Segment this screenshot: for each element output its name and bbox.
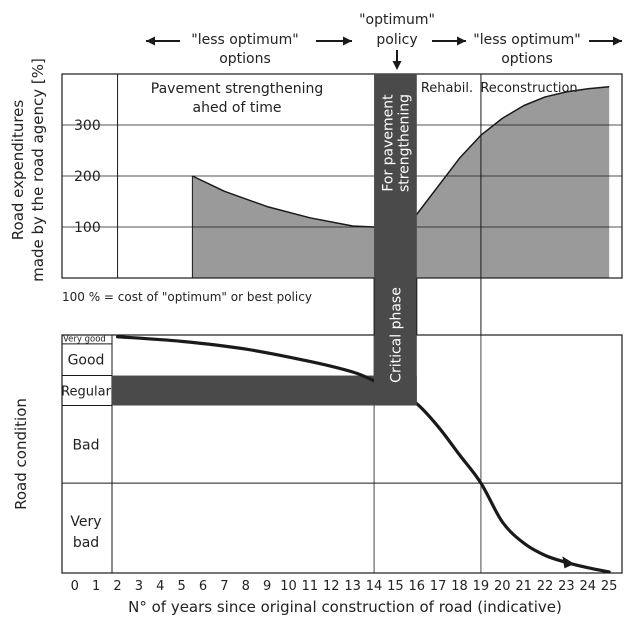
x-tick-label: 23 [558,579,575,594]
x-tick-label: 7 [220,579,228,594]
pavement-strengthening-label-1: For pavement [380,94,396,192]
top-ylabel-line1: Road expenditures [9,100,27,241]
regular-condition-bar [112,375,417,406]
top-ylabel-line2: made by the road agency [%] [29,58,47,282]
footnote-text: 100 % = cost of "optimum" or best policy [62,290,312,304]
header-right-line2: options [501,51,553,67]
header-right-arrow-in-head [457,36,466,46]
header-left-line2: options [219,51,271,67]
region-pavement-label-2: ahed of time [193,100,282,116]
pavement-strengthening-label-2: strengthening [396,94,412,192]
x-tick-label: 20 [494,579,511,594]
condition-panel: Very good Good Regular Bad Very bad [61,334,623,574]
header-left-line1: "less optimum" [191,32,298,48]
expenditure-panel: 100 200 300 Pavement strengthening ahed of t… [61,73,623,335]
band-very-bad-label-2: bad [73,535,99,551]
critical-phase-band: For pavement strengthening Critical phase [373,74,418,406]
x-tick-label: 1 [92,579,100,594]
band-very-good-label: Very good [63,335,106,345]
header-annotations: "less optimum" options "optimum" policy "les… [146,12,622,70]
condition-curve-arrowhead [562,556,575,569]
x-tick-label: 6 [199,579,207,594]
x-axis-label: N° of years since original construction … [128,598,562,616]
x-tick-label: 2 [113,579,121,594]
region-reconstruction-label: Reconstruction [480,81,577,96]
x-tick-label: 18 [451,579,468,594]
x-tick-label: 4 [156,579,164,594]
region-rehabil-label: Rehabil. [421,81,473,96]
region-pavement-label-1: Pavement strengthening [151,81,323,97]
header-right-arrow-out-head [613,36,622,46]
axes-and-labels: Road expenditures made by the road agency… [9,58,617,616]
x-tick-label: 9 [263,579,271,594]
critical-phase-label: Critical phase [388,287,404,383]
top-ytick-label: 300 [74,118,101,134]
critical-phase-bar [374,74,417,406]
band-bad-label: Bad [72,437,99,453]
x-tick-label: 24 [580,579,597,594]
x-tick-label: 8 [242,579,250,594]
header-center-line2: policy [376,32,417,48]
x-tick-label: 11 [302,579,319,594]
x-tick-label: 0 [71,579,79,594]
top-ytick-label: 200 [74,169,101,185]
x-tick-label: 10 [280,579,297,594]
expenditure-curve [192,86,610,228]
x-tick-label: 14 [366,579,383,594]
x-tick-label: 15 [387,579,404,594]
x-tick-label: 17 [430,579,447,594]
bottom-ylabel: Road condition [12,398,30,510]
band-very-bad-label-1: Very [70,514,101,530]
x-tick-label: 12 [323,579,340,594]
header-right-line1: "less optimum" [473,32,580,48]
x-tick-label: 19 [473,579,490,594]
x-tick-label: 21 [515,579,532,594]
x-tick-label: 16 [409,579,426,594]
header-left-arrow-in-head [343,36,352,46]
x-tick-label: 25 [601,579,618,594]
x-tick-label: 22 [537,579,554,594]
header-center-line1: "optimum" [359,12,435,28]
condition-curve [115,335,611,574]
x-tick-label: 13 [344,579,361,594]
band-regular-label: Regular [61,385,112,400]
header-left-arrow-out-head [146,36,155,46]
expenditure-area [192,86,610,278]
top-ytick-label: 100 [74,220,101,236]
header-center-arrow-head [392,61,402,70]
x-tick-label: 5 [178,579,186,594]
bottom-panel-frame [61,334,623,574]
x-tick-label: 3 [135,579,143,594]
band-good-label: Good [68,353,105,369]
top-panel-frame [61,73,623,279]
